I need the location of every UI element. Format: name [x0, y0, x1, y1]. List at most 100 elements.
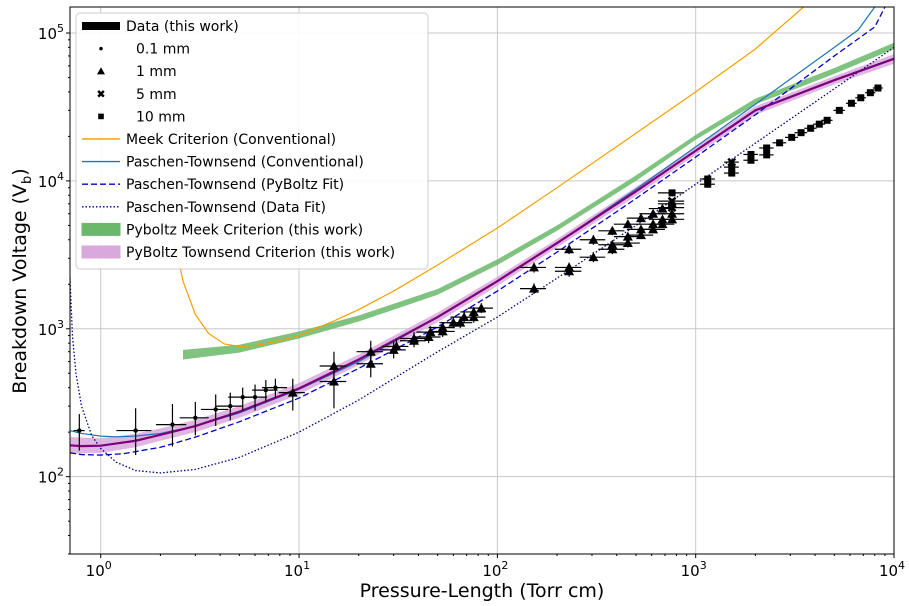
- marker-square: [788, 133, 796, 141]
- data-point: [519, 262, 547, 273]
- x-tick-label: 100: [86, 559, 112, 580]
- marker-square: [668, 189, 676, 197]
- line-paschen-townsend-conventional-: [70, 7, 876, 438]
- data-point: [156, 404, 187, 447]
- data-point: [579, 234, 606, 245]
- data-point: [759, 151, 774, 159]
- marker-triangle: [468, 306, 479, 316]
- marker-triangle: [607, 225, 618, 235]
- marker-triangle: [622, 219, 633, 229]
- marker-dot: [213, 407, 218, 412]
- data-point: [865, 89, 876, 97]
- data-point: [845, 99, 857, 107]
- y-axis-label: Breakdown Voltage (Vb): [9, 168, 35, 393]
- marker-dot: [77, 428, 82, 433]
- data-point: [467, 303, 493, 313]
- marker-dot: [263, 387, 269, 393]
- legend-label: Paschen-Townsend (Data Fit): [126, 200, 326, 216]
- data-point: [804, 124, 817, 132]
- data-point: [657, 208, 685, 218]
- legend-handle-bar: [82, 22, 120, 30]
- marker-triangle: [423, 332, 434, 342]
- marker-square: [847, 99, 855, 107]
- marker-triangle: [622, 238, 633, 248]
- y-tick-label: 103: [38, 318, 64, 339]
- data-point: [73, 414, 85, 451]
- marker-triangle: [588, 252, 599, 262]
- cross-stroke: [97, 90, 105, 98]
- marker-square: [857, 94, 865, 102]
- data-point: [855, 94, 866, 102]
- criterion-bands: [70, 42, 894, 454]
- marker-cross: [97, 90, 105, 98]
- data-point: [699, 175, 715, 183]
- marker-dot: [133, 428, 138, 433]
- legend-entry: Meek Criterion (Conventional): [82, 132, 336, 148]
- data-point: [356, 340, 383, 363]
- legend-entry: 0.1 mm: [99, 42, 190, 58]
- data-point: [724, 163, 739, 171]
- data-point: [554, 262, 582, 273]
- data-point: [872, 84, 883, 92]
- marker-triangle: [564, 262, 575, 272]
- data-point: [428, 322, 455, 333]
- data-point: [598, 239, 625, 250]
- data-point: [657, 196, 685, 206]
- data-point: [833, 106, 845, 114]
- data-point: [319, 351, 347, 384]
- marker-square: [747, 150, 755, 158]
- marker-triangle: [564, 244, 575, 254]
- series-lines: [70, 7, 894, 474]
- legend-label: 5 mm: [136, 87, 177, 103]
- marker-square: [866, 89, 874, 97]
- marker-cross: [667, 196, 677, 206]
- marker-triangle: [622, 231, 633, 241]
- plot-frame: [69, 6, 895, 555]
- marker-square: [835, 106, 843, 114]
- marker-triangle: [667, 208, 678, 218]
- data-point: [772, 139, 787, 147]
- marker-triangle: [455, 317, 466, 327]
- legend: Data (this work) 0.1 mm 1 mm 5 mm 10 mm Meek …: [75, 12, 429, 270]
- data-point: [724, 157, 739, 167]
- marker-square: [776, 139, 784, 147]
- legend-label: Meek Criterion (Conventional): [126, 132, 336, 148]
- data-point: [759, 144, 774, 152]
- band-pyboltz-townsend-criterion-this-work-: [70, 54, 894, 454]
- legend-handle-patch: [81, 245, 121, 259]
- data-point: [252, 380, 278, 402]
- cross-stroke: [727, 157, 737, 167]
- marker-square: [807, 124, 815, 132]
- band-pyboltz-meek-criterion-this-work-: [183, 42, 894, 360]
- x-tick-label: 103: [681, 559, 707, 580]
- data-point: [554, 244, 582, 255]
- legend-entry: Pyboltz Meek Criterion (this work): [81, 222, 363, 238]
- legend-entry: PyBoltz Townsend Criterion (this work): [81, 245, 395, 261]
- marker-triangle: [437, 322, 448, 332]
- data-point: [784, 133, 798, 141]
- marker-dot: [228, 403, 233, 409]
- marker-triangle: [365, 346, 376, 356]
- marker-square: [704, 175, 712, 183]
- legend-entry: Paschen-Townsend (Conventional): [82, 155, 364, 171]
- marker-triangle: [657, 219, 668, 229]
- marker-cross: [727, 157, 737, 167]
- marker-triangle: [607, 239, 618, 249]
- data-point: [261, 378, 288, 399]
- marker-triangle: [667, 214, 678, 224]
- y-tick-label: 104: [38, 170, 64, 191]
- legend-label: Paschen-Townsend (PyBoltz Fit): [126, 177, 344, 193]
- data-point: [821, 116, 833, 124]
- legend-label: Pyboltz Meek Criterion (this work): [126, 222, 363, 238]
- marker-dot: [193, 415, 198, 421]
- legend-label: 0.1 mm: [136, 42, 190, 58]
- data-point: [278, 378, 305, 411]
- data-point: [241, 384, 268, 411]
- data-point: [116, 408, 152, 456]
- marker-square: [704, 180, 712, 188]
- legend-label: Data (this work): [126, 19, 239, 35]
- marker-triangle: [528, 283, 539, 293]
- marker-square: [874, 84, 882, 92]
- data-point: [743, 156, 758, 164]
